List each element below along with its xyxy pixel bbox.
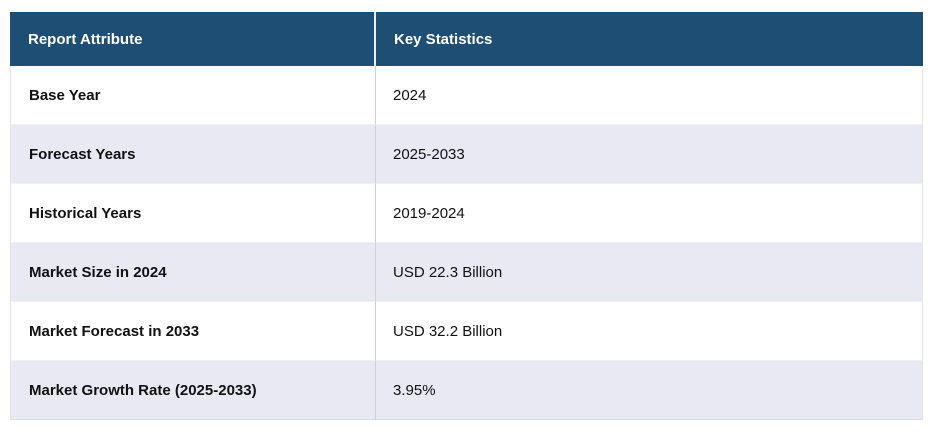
table-header-row: Report Attribute Key Statistics <box>10 12 923 66</box>
cell-value: USD 32.2 Billion <box>376 302 923 361</box>
table-row: Market Size in 2024 USD 22.3 Billion <box>10 243 923 302</box>
cell-value: USD 22.3 Billion <box>376 243 923 302</box>
table-row: Market Forecast in 2033 USD 32.2 Billion <box>10 302 923 361</box>
table-row: Historical Years 2019-2024 <box>10 184 923 243</box>
cell-value: 2024 <box>376 66 923 125</box>
cell-attribute: Market Growth Rate (2025-2033) <box>10 361 376 420</box>
table-row: Base Year 2024 <box>10 66 923 125</box>
header-cell-key-statistics: Key Statistics <box>376 12 923 66</box>
cell-value: 2025-2033 <box>376 125 923 184</box>
report-statistics-table: Report Attribute Key Statistics Base Yea… <box>10 12 923 420</box>
cell-value: 2019-2024 <box>376 184 923 243</box>
header-cell-report-attribute: Report Attribute <box>10 12 376 66</box>
cell-attribute: Forecast Years <box>10 125 376 184</box>
cell-attribute: Historical Years <box>10 184 376 243</box>
table-row: Market Growth Rate (2025-2033) 3.95% <box>10 361 923 420</box>
cell-value: 3.95% <box>376 361 923 420</box>
table-row: Forecast Years 2025-2033 <box>10 125 923 184</box>
cell-attribute: Market Size in 2024 <box>10 243 376 302</box>
cell-attribute: Base Year <box>10 66 376 125</box>
cell-attribute: Market Forecast in 2033 <box>10 302 376 361</box>
